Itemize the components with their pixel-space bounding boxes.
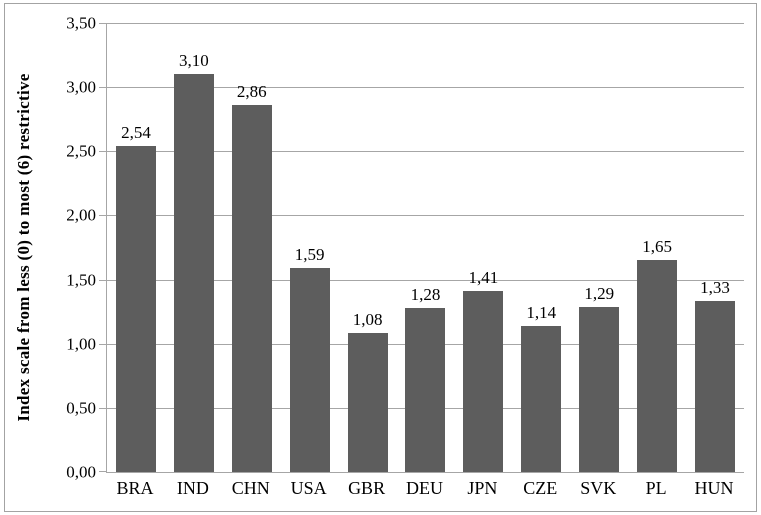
bar-value-label: 1,33 — [700, 278, 730, 298]
bar-slot: 3,10 — [165, 23, 223, 472]
y-tick-label: 2,50 — [66, 141, 96, 161]
bar-slot: 1,29 — [570, 23, 628, 472]
bar-slot: 1,65 — [628, 23, 686, 472]
y-axis-tick-mark — [99, 471, 107, 472]
x-tick-label: PL — [645, 478, 667, 498]
bar-value-label: 2,54 — [121, 123, 151, 143]
y-axis-tick-mark — [99, 343, 107, 345]
x-tick-label: SVK — [580, 478, 617, 498]
x-tick-label: IND — [176, 478, 209, 498]
x-tick-label: BRA — [116, 478, 154, 498]
y-tick-label: 0,00 — [66, 462, 96, 482]
y-axis-tick-labels: 0,00 0,50 1,00 1,50 2,00 2,50 3,00 3,50 — [0, 15, 96, 481]
y-axis-tick-mark — [99, 87, 107, 89]
x-tick-label: CHN — [231, 478, 270, 498]
gridline — [107, 87, 744, 89]
bar-value-label: 3,10 — [178, 51, 209, 71]
bar-value-label: 1,29 — [584, 283, 615, 303]
plot-area: 2,54 3,10 2,86 1,59 1,08 1,28 1,41 1,14 1,29 1,65… — [99, 23, 744, 473]
y-tick-label: 1,00 — [66, 334, 96, 354]
bar-hun — [695, 301, 736, 472]
x-axis-tick-labels: BRA IND CHN USA GBR DEU JPN CZE SVK PL HUN — [106, 479, 743, 497]
bar-slot: 1,59 — [281, 23, 339, 472]
bars-row: 2,54 3,10 2,86 1,59 1,08 1,28 1,41 1,14 1,29 1,65… — [107, 23, 744, 472]
y-tick-label: 3,00 — [66, 77, 96, 97]
bar-slot: 1,14 — [512, 23, 570, 472]
y-tick-label: 2,00 — [66, 205, 96, 225]
bar-ind — [173, 74, 214, 472]
y-axis-tick-mark — [99, 407, 107, 409]
bar-value-label: 1,28 — [410, 284, 441, 304]
bar-jpn — [463, 291, 504, 472]
x-tick-label: HUN — [694, 478, 734, 498]
bar-slot: 1,08 — [339, 23, 397, 472]
bar-cze — [521, 325, 562, 472]
y-tick-label: 0,50 — [66, 398, 96, 418]
bar-slot: 1,41 — [454, 23, 512, 472]
bar-bra — [115, 146, 156, 472]
bar-gbr — [347, 333, 388, 472]
bar-svk — [579, 306, 620, 472]
x-tick-label: CZE — [523, 478, 558, 498]
bar-slot: 2,86 — [223, 23, 281, 472]
gridline — [107, 151, 744, 153]
bar-deu — [405, 307, 446, 472]
gridline — [107, 23, 744, 24]
y-tick-label: 1,50 — [66, 270, 96, 290]
x-tick-label: GBR — [348, 478, 386, 498]
gridline — [107, 215, 744, 217]
bar-pl — [637, 260, 678, 472]
gridline — [107, 279, 744, 281]
y-axis-tick-marks — [99, 23, 107, 472]
y-axis-tick-mark — [99, 215, 107, 217]
x-tick-label: DEU — [405, 478, 443, 498]
x-tick-label: JPN — [467, 478, 498, 498]
bar-value-label: 1,08 — [352, 310, 383, 330]
bar-value-label: 1,59 — [294, 245, 325, 265]
bar-slot: 2,54 — [107, 23, 165, 472]
bar-value-label: 1,41 — [468, 268, 499, 288]
y-axis-tick-mark — [99, 279, 107, 281]
y-axis-tick-mark — [99, 151, 107, 153]
bar-usa — [289, 268, 330, 472]
bar-value-label: 1,65 — [642, 237, 672, 257]
bar-slot: 1,33 — [686, 23, 744, 472]
y-tick-label: 3,50 — [66, 13, 96, 33]
bar-value-label: 1,14 — [526, 302, 557, 322]
y-axis-tick-mark — [99, 23, 107, 24]
bar-chn — [231, 105, 272, 472]
bar-slot: 1,28 — [397, 23, 455, 472]
bar-value-label: 2,86 — [236, 82, 267, 102]
x-tick-label: USA — [290, 478, 327, 498]
